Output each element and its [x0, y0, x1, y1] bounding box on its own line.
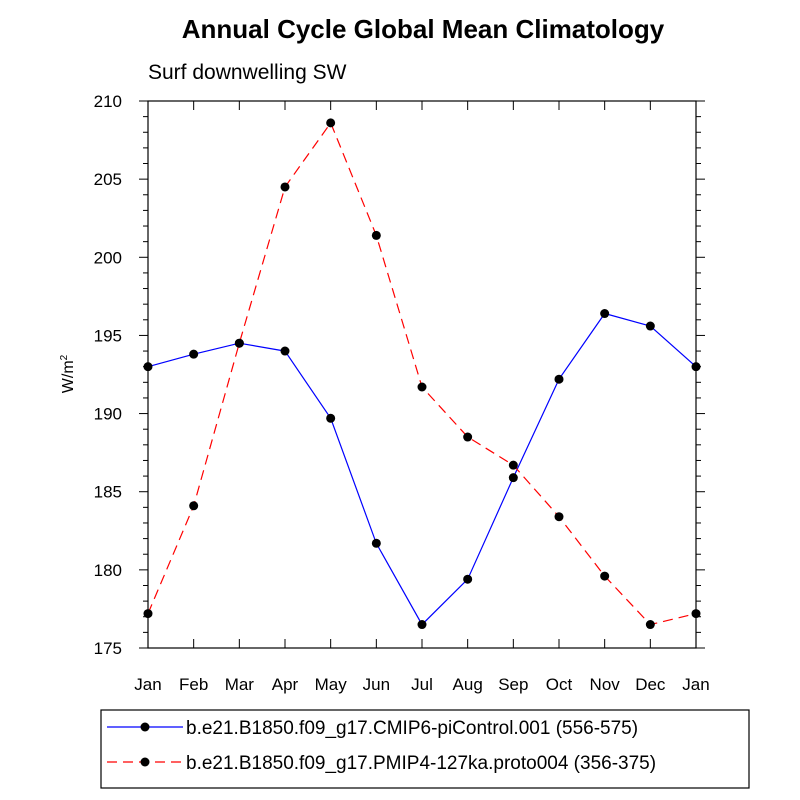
data-point-s2-6 — [417, 382, 427, 392]
y-axis-label: W/m — [60, 360, 77, 393]
data-point-s1-1 — [189, 349, 199, 359]
x-tick-label: May — [315, 675, 348, 694]
data-point-s1-4 — [326, 413, 336, 423]
svg-text:W/m2: W/m2 — [59, 354, 77, 393]
legend-box — [100, 709, 750, 789]
data-point-s2-9 — [554, 512, 564, 522]
x-tick-label: Nov — [590, 675, 621, 694]
x-tick-label: Aug — [453, 675, 483, 694]
data-point-s1-3 — [280, 346, 290, 356]
data-point-s1-8 — [508, 473, 518, 483]
data-point-s2-1 — [189, 501, 199, 511]
axis-ticks — [139, 100, 705, 649]
series-lines — [147, 121, 697, 626]
x-tick-label: Jan — [682, 675, 709, 694]
legend-marker-1 — [140, 722, 150, 732]
x-tick-label: Oct — [546, 675, 573, 694]
x-tick-label: Jul — [411, 675, 433, 694]
data-point-s2-5 — [371, 230, 381, 240]
data-point-s2-12 — [691, 609, 701, 619]
y-tick-label: 200 — [94, 248, 122, 267]
y-tick-label: 180 — [94, 561, 122, 580]
y-tick-label: 185 — [94, 483, 122, 502]
y-tick-label: 175 — [94, 639, 122, 658]
y-axis-title: W/m2 — [59, 354, 77, 393]
legend-label-1: b.e21.B1850.f09_g17.CMIP6-piControl.001 … — [186, 718, 638, 739]
data-point-s1-7 — [463, 574, 473, 584]
series-line-1 — [147, 312, 697, 626]
x-tick-label: Sep — [498, 675, 528, 694]
data-point-s1-6 — [417, 620, 427, 630]
x-tick-label: Apr — [272, 675, 299, 694]
data-point-s2-4 — [326, 118, 336, 128]
x-tick-label: Jun — [363, 675, 390, 694]
y-tick-labels: 175 180 185 190 195 200 205 210 — [94, 92, 122, 658]
data-point-s2-11 — [645, 620, 655, 630]
data-point-s2-3 — [280, 182, 290, 192]
y-tick-label: 195 — [94, 326, 122, 345]
data-point-s2-7 — [463, 432, 473, 442]
data-point-s1-9 — [554, 374, 564, 384]
data-point-s1-11 — [645, 321, 655, 331]
data-point-s1-0 — [143, 362, 153, 372]
legend-marker-2 — [140, 757, 150, 767]
y-tick-label: 210 — [94, 92, 122, 111]
series-line-2 — [147, 121, 697, 626]
x-tick-labels: Jan Feb Mar Apr May Jun Jul Aug Sep Oct Nov Dec Jan — [134, 675, 709, 694]
data-point-s2-8 — [508, 460, 518, 470]
x-tick-label: Feb — [179, 675, 208, 694]
y-tick-label: 190 — [94, 405, 122, 424]
plot-frame — [147, 100, 697, 649]
x-tick-label: Jan — [134, 675, 161, 694]
data-point-s1-10 — [600, 309, 610, 319]
y-tick-label: 205 — [94, 170, 122, 189]
y-axis-label-superscript: 2 — [59, 354, 70, 360]
data-point-s2-0 — [143, 609, 153, 619]
series-points — [143, 118, 701, 630]
data-point-s2-10 — [600, 571, 610, 581]
legend-label-2: b.e21.B1850.f09_g17.PMIP4-127ka.proto004… — [186, 753, 656, 774]
chart-title: Annual Cycle Global Mean Climatology — [182, 14, 665, 44]
x-tick-label: Dec — [635, 675, 666, 694]
data-point-s1-12 — [691, 362, 701, 372]
chart-subtitle: Surf downwelling SW — [148, 61, 347, 84]
data-point-s1-5 — [371, 538, 381, 548]
x-tick-label: Mar — [225, 675, 255, 694]
data-point-s2-2 — [234, 338, 244, 348]
legend: b.e21.B1850.f09_g17.CMIP6-piControl.001 … — [107, 718, 656, 774]
